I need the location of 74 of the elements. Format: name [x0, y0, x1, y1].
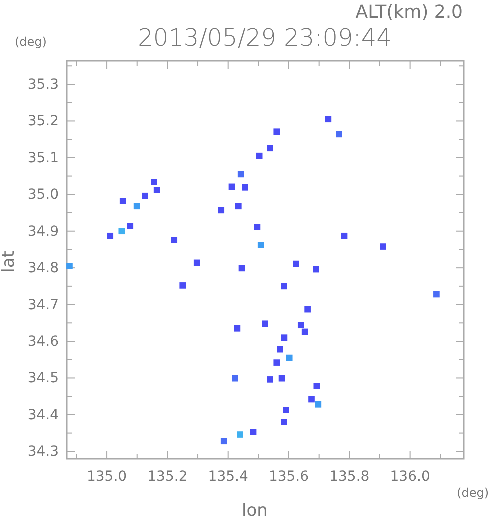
- point: [250, 429, 257, 436]
- point: [341, 232, 348, 240]
- point: [274, 128, 280, 136]
- point: [218, 207, 225, 214]
- point: [380, 244, 386, 250]
- y-tick-label: 34.7: [28, 297, 59, 314]
- text: ALT(km) 2.0: [356, 2, 463, 23]
- y-tick-label: 34.3: [28, 444, 59, 460]
- point: [180, 282, 186, 289]
- point: [274, 360, 280, 366]
- x-axis-title: lon: [242, 501, 268, 521]
- text: (deg): [457, 486, 489, 500]
- point: [280, 283, 288, 290]
- point: [262, 320, 269, 328]
- y-tick-label: 35.0: [28, 187, 59, 204]
- point: [286, 354, 293, 362]
- point: [256, 152, 263, 160]
- point: [325, 116, 332, 123]
- point: [232, 375, 238, 382]
- point: [280, 419, 288, 426]
- point: [302, 328, 308, 336]
- y-tick-label: 35.1: [28, 150, 59, 166]
- point: [118, 228, 126, 235]
- y-tick-label: 34.6: [28, 334, 60, 350]
- x-tick-label: 135.2: [148, 468, 188, 485]
- y-tick-label: 35.2: [28, 114, 59, 130]
- point: [171, 237, 178, 244]
- point: [315, 402, 322, 408]
- x-tick-label: 136.0: [390, 468, 430, 485]
- x-tick-label: 135.4: [208, 468, 248, 485]
- point: [142, 192, 148, 200]
- point: [308, 396, 315, 403]
- y-tick-label: 34.4: [28, 407, 60, 424]
- point: [298, 322, 304, 329]
- point: [336, 131, 343, 138]
- point: [267, 145, 274, 152]
- point: [237, 432, 244, 438]
- point: [107, 232, 114, 240]
- point: [120, 198, 126, 204]
- point: [281, 334, 288, 341]
- x-tick-label: 135.6: [268, 468, 310, 485]
- point: [434, 291, 440, 298]
- point: [313, 266, 320, 273]
- x-tick-label: 135.8: [330, 468, 370, 485]
- point: [134, 203, 140, 210]
- point: [277, 346, 284, 353]
- point: [278, 375, 286, 382]
- point: [66, 263, 73, 270]
- point: [154, 187, 160, 194]
- y-tick-label: 35.3: [28, 76, 59, 93]
- x-tick-label: 135.0: [86, 468, 128, 485]
- point: [242, 184, 248, 191]
- point: [235, 203, 242, 210]
- point: [238, 265, 246, 272]
- point: [258, 242, 264, 248]
- point: [220, 438, 228, 445]
- chart-title: 2013/05/29 23:09:44: [138, 24, 392, 52]
- point: [283, 407, 290, 414]
- y-tick-label: 34.5: [28, 370, 59, 387]
- point: [314, 383, 320, 390]
- point: [293, 260, 300, 268]
- point: [127, 223, 134, 230]
- point: [304, 306, 311, 313]
- point: [194, 260, 200, 266]
- y-tick-label: 34.9: [28, 224, 59, 240]
- point: [234, 325, 241, 332]
- point: [254, 224, 261, 230]
- point: [151, 179, 158, 186]
- point: [267, 376, 274, 383]
- y-tick-label: 34.8: [28, 260, 59, 277]
- text: (deg): [15, 35, 47, 49]
- y-axis-title: lat: [0, 250, 19, 273]
- point: [228, 184, 236, 190]
- point: [238, 171, 244, 178]
